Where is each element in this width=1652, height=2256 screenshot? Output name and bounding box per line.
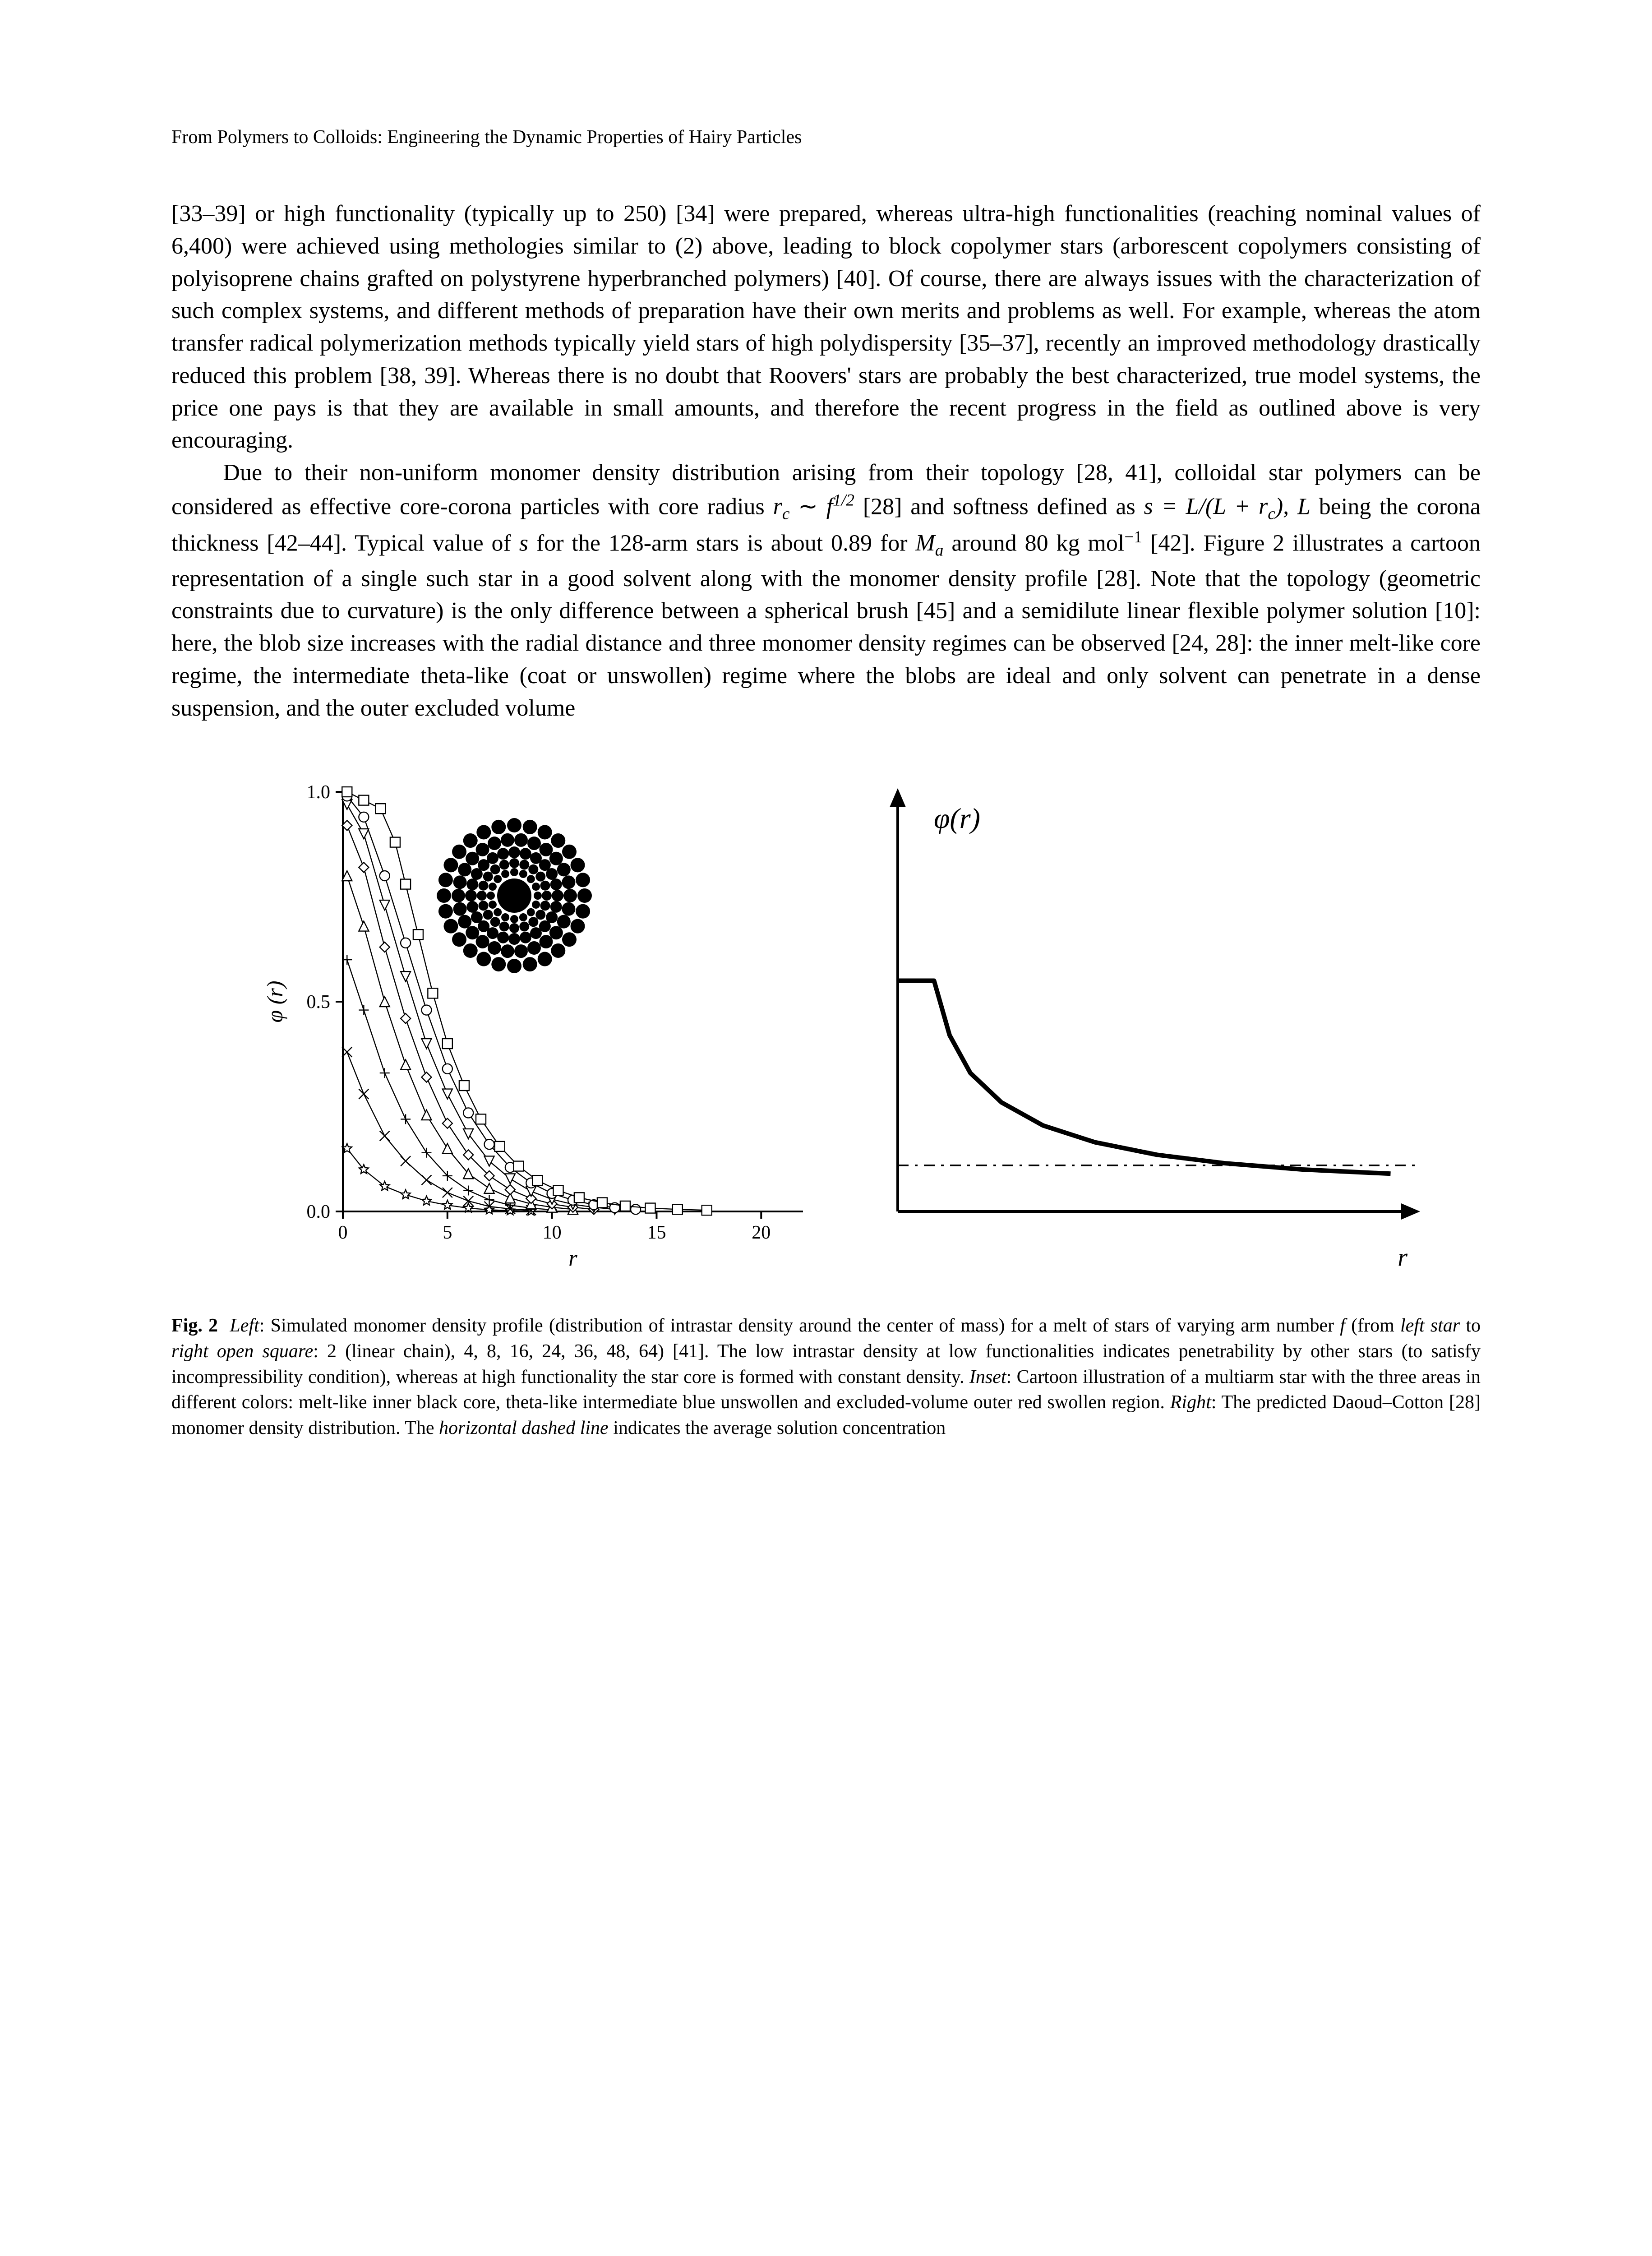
eq-tilde: ∼ bbox=[789, 494, 826, 519]
cap-hdl: horizontal dashed line bbox=[439, 1418, 609, 1438]
cap-right: Right bbox=[1170, 1392, 1211, 1413]
svg-text:φ (r): φ (r) bbox=[262, 981, 287, 1023]
eq-s: s = L/(L + rc), bbox=[1144, 494, 1289, 519]
svg-text:5: 5 bbox=[443, 1222, 452, 1243]
svg-text:0: 0 bbox=[338, 1222, 348, 1243]
eq-neg1: −1 bbox=[1124, 528, 1142, 546]
svg-text:10: 10 bbox=[543, 1222, 562, 1243]
eq-rc: rc bbox=[773, 494, 790, 519]
cap-d: to bbox=[1460, 1315, 1481, 1336]
eq-Ma: Ma bbox=[915, 530, 943, 556]
left-chart-svg: 0 5 10 15 20 0.0 0.5 1.0 r φ (r) bbox=[262, 774, 817, 1279]
svg-text:φ(r): φ(r) bbox=[934, 802, 980, 834]
svg-text:0.5: 0.5 bbox=[307, 992, 331, 1012]
cap-f: f bbox=[1340, 1315, 1345, 1336]
cap-lead: Fig. 2 bbox=[171, 1315, 218, 1336]
p2-b: [28] and softness defined as bbox=[854, 494, 1144, 519]
svg-text:20: 20 bbox=[752, 1222, 771, 1243]
svg-text:15: 15 bbox=[647, 1222, 666, 1243]
para-2: Due to their non-uniform monomer density… bbox=[171, 457, 1481, 724]
eq-f: f1/2 bbox=[826, 494, 854, 519]
p2-f: for the 128-arm stars is about 0.89 for bbox=[528, 530, 915, 556]
svg-text:0.0: 0.0 bbox=[307, 1202, 331, 1222]
p2-L: L bbox=[1297, 494, 1311, 519]
cap-ls: left star bbox=[1400, 1315, 1460, 1336]
cap-b: : Simulated monomer density profile (dis… bbox=[259, 1315, 1340, 1336]
figure-2-caption: Fig. 2 Left: Simulated monomer density p… bbox=[171, 1313, 1481, 1441]
svg-text:1.0: 1.0 bbox=[307, 782, 331, 803]
cap-c: (from bbox=[1345, 1315, 1400, 1336]
cap-i: indicates the average solution concentra… bbox=[609, 1418, 946, 1438]
p2-h: [42]. Figure 2 illustrates a cartoon rep… bbox=[171, 530, 1481, 721]
figure-2: 0 5 10 15 20 0.0 0.5 1.0 r φ (r) φ(r) r Fig. 2 Lef… bbox=[171, 774, 1481, 1441]
cap-ros: right open square bbox=[171, 1341, 313, 1362]
body-text: [33–39] or high functionality (typically… bbox=[171, 198, 1481, 724]
figure-2-right-panel: φ(r) r bbox=[857, 774, 1444, 1281]
figure-2-left-panel: 0 5 10 15 20 0.0 0.5 1.0 r φ (r) bbox=[262, 774, 817, 1281]
svg-text:r: r bbox=[1398, 1244, 1407, 1271]
p2-g: around 80 kg mol bbox=[943, 530, 1124, 556]
p2-s: s bbox=[519, 530, 528, 556]
running-head: From Polymers to Colloids: Engineering t… bbox=[171, 126, 1481, 148]
cap-left: Left bbox=[230, 1315, 259, 1336]
para-1: [33–39] or high functionality (typically… bbox=[171, 198, 1481, 457]
svg-text:r: r bbox=[568, 1245, 577, 1271]
cap-inset: Inset bbox=[969, 1367, 1006, 1387]
right-chart-svg: φ(r) r bbox=[857, 774, 1444, 1279]
